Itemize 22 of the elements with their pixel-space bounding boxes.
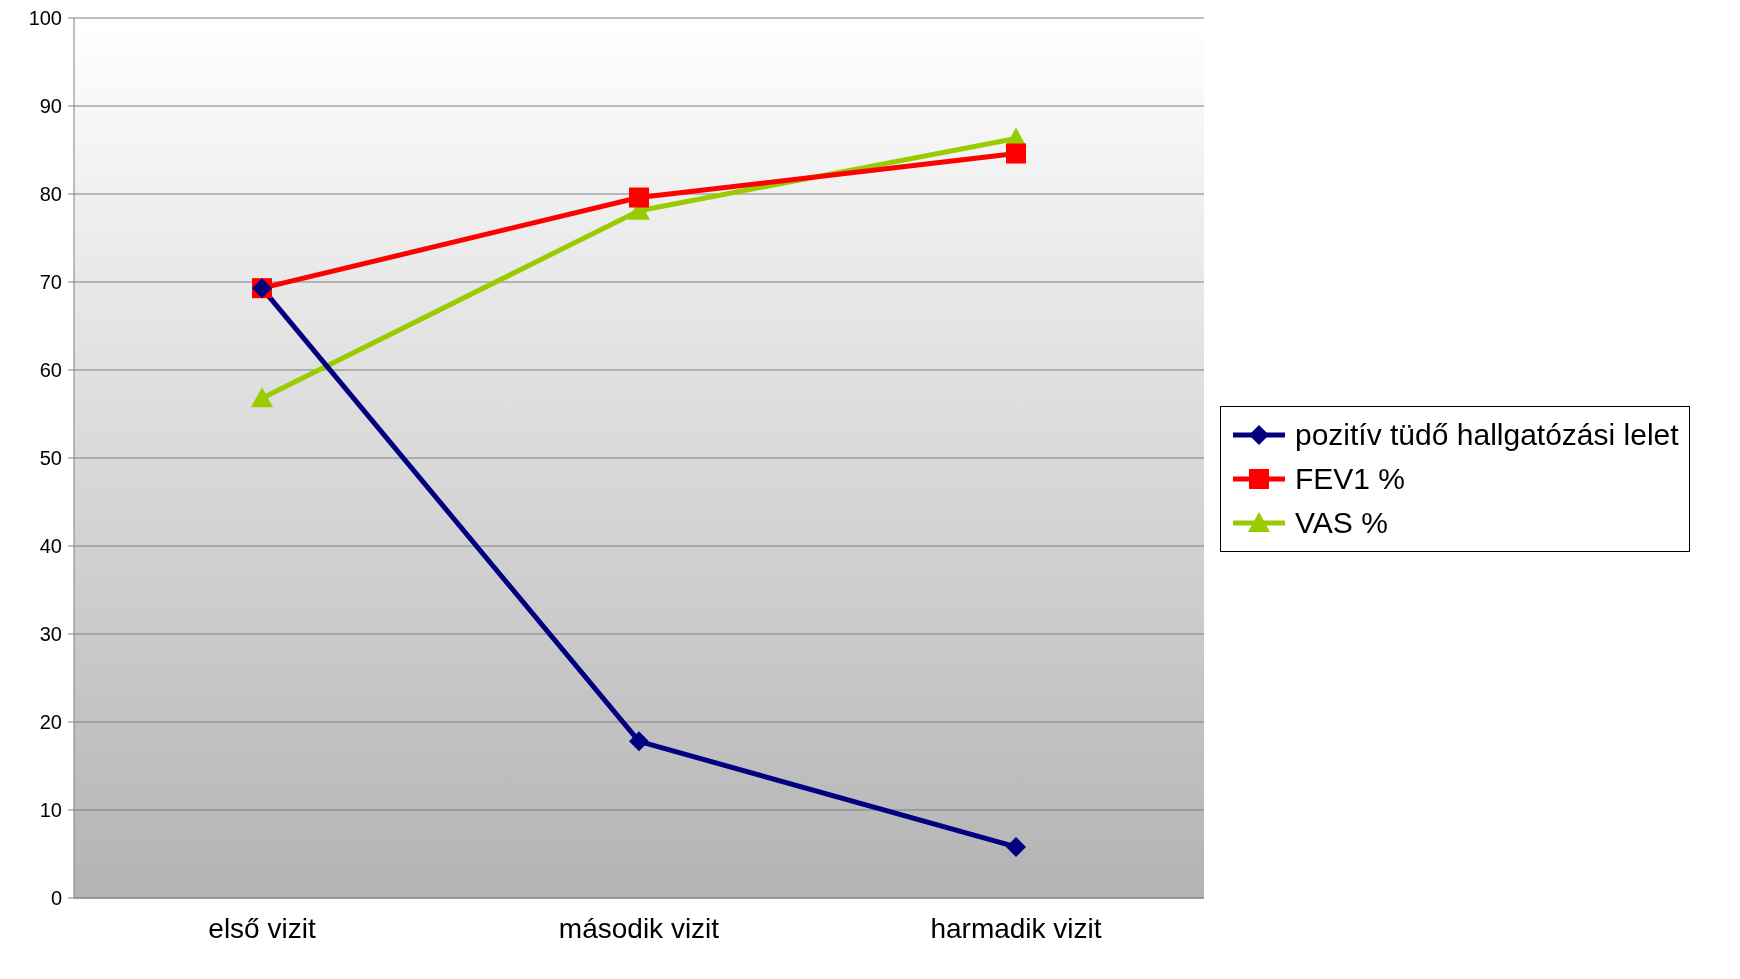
y-tick-label: 40 [39,535,62,558]
legend-label: VAS % [1295,505,1388,541]
point [629,731,649,752]
point [1006,836,1026,857]
y-tick-label: 0 [50,887,62,910]
y-tick-label: 80 [39,183,62,206]
y-tick-label: 90 [39,95,62,118]
y-tick-label: 20 [39,711,62,734]
y-tick-label: 60 [39,359,62,382]
x-tick-label: második vizit [558,912,720,944]
y-tick-label: 100 [28,7,62,30]
x-tick-label: első vizit [208,912,316,944]
y-tick-label: 30 [39,623,62,646]
y-tick-label: 50 [39,447,62,470]
legend-label: pozitív tüdő hallgatózási lelet [1295,417,1679,453]
y-tick-label: 10 [39,799,62,822]
point [1006,143,1026,164]
legend-label: FEV1 % [1295,461,1406,497]
y-tick-label: 70 [39,271,62,294]
point [251,387,273,408]
x-tick-label: harmadik vizit [930,912,1102,944]
point [629,187,649,208]
